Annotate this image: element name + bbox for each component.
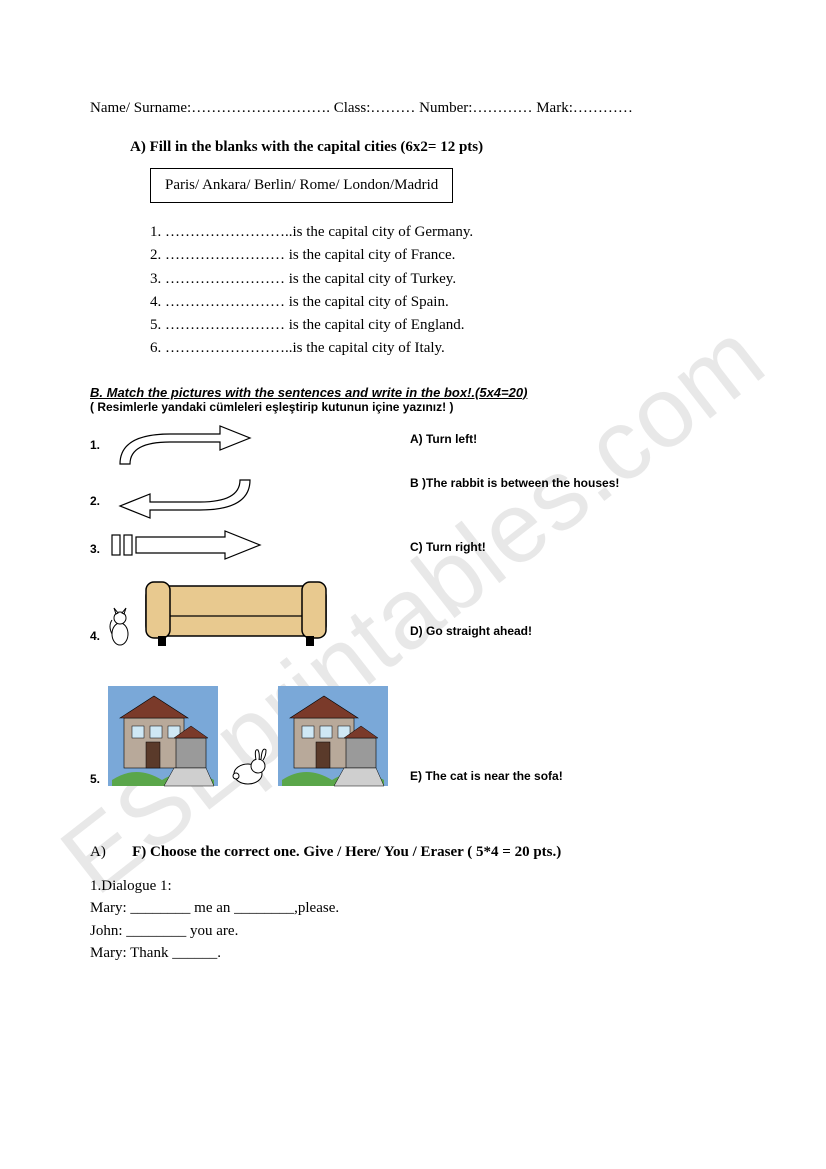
straight-arrow-icon [110, 529, 270, 561]
fill-blanks-list: 1. ……………………..is the capital city of Germ… [150, 221, 736, 361]
blank-item: 3. …………………… is the capital city of Turke… [150, 268, 736, 291]
dialogue-title: 1.Dialogue 1: [90, 875, 736, 898]
section-b-title: B. Match the pictures with the sentences… [90, 385, 736, 400]
dialogue-line: Mary: Thank ______. [90, 942, 736, 965]
houses-rabbit-icon [106, 684, 406, 794]
match-number-5: 5. [90, 772, 100, 786]
cat-sofa-icon [106, 574, 346, 654]
match-number-1: 1. [90, 438, 100, 452]
blank-item: 2. …………………… is the capital city of Franc… [150, 244, 736, 267]
section-f-prefix: A) [90, 844, 106, 860]
turn-left-arrow-icon [110, 472, 260, 522]
worksheet-page: Name/ Surname:………………………. Class:……… Numbe… [0, 0, 826, 1005]
matching-area: 1. A) Turn left! 2. B )The rabbit is bet… [90, 424, 736, 824]
blank-item: 5. …………………… is the capital city of Engla… [150, 314, 736, 337]
blank-item: 1. ……………………..is the capital city of Germ… [150, 221, 736, 244]
match-number-2: 2. [90, 494, 100, 508]
blank-item: 6. ……………………..is the capital city of Ital… [150, 337, 736, 360]
section-b-subtitle: ( Resimlerle yandaki cümleleri eşleştiri… [90, 400, 736, 414]
blank-item: 4. …………………… is the capital city of Spain… [150, 291, 736, 314]
word-bank-box: Paris/ Ankara/ Berlin/ Rome/ London/Madr… [150, 168, 453, 203]
dialogue-line: John: ________ you are. [90, 920, 736, 943]
section-a-title: A) Fill in the blanks with the capital c… [130, 139, 736, 156]
match-option-a: A) Turn left! [410, 432, 477, 446]
match-number-4: 4. [90, 629, 100, 643]
dialogue-line: Mary: ________ me an ________,please. [90, 897, 736, 920]
turn-right-arrow-icon [110, 424, 260, 474]
section-f-heading: F) Choose the correct one. Give / Here/ … [132, 844, 561, 860]
match-option-e: E) The cat is near the sofa! [410, 769, 563, 783]
match-option-d: D) Go straight ahead! [410, 624, 532, 638]
dialogue-block: 1.Dialogue 1: Mary: ________ me an _____… [90, 875, 736, 965]
match-option-c: C) Turn right! [410, 540, 486, 554]
match-number-3: 3. [90, 542, 100, 556]
student-info-line: Name/ Surname:………………………. Class:……… Numbe… [90, 100, 736, 117]
match-option-b: B )The rabbit is between the houses! [410, 476, 619, 490]
section-f-title: A) F) Choose the correct one. Give / Her… [90, 844, 736, 861]
